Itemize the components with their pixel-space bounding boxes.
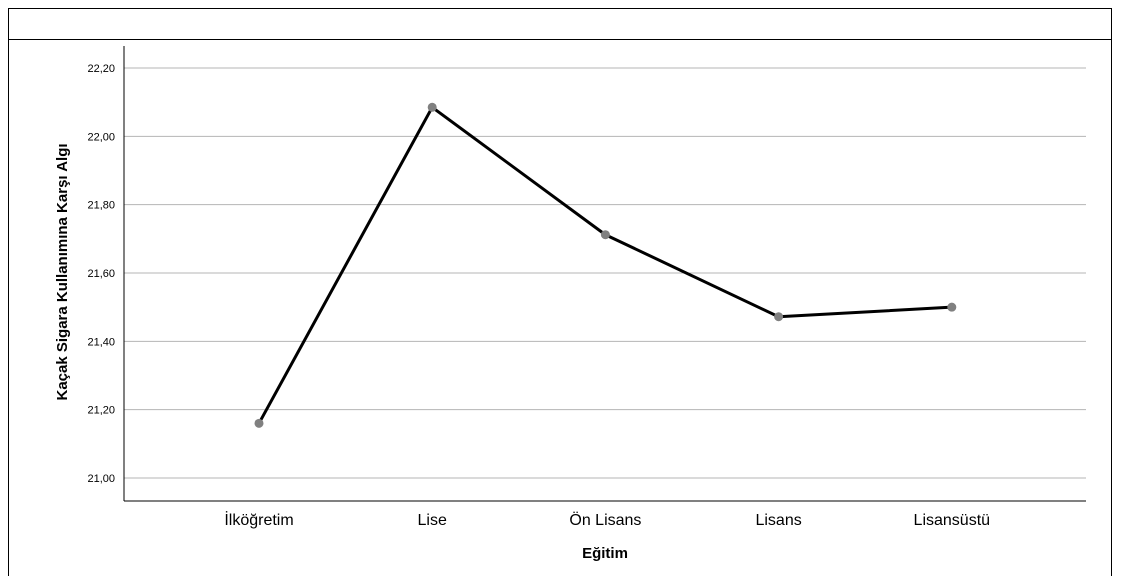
x-tick-labels: İlköğretim Lise Ön Lisans Lisans Lisansüstü bbox=[224, 510, 990, 529]
data-points bbox=[254, 102, 957, 428]
y-tick-labels: 21,00 21,20 21,40 21,60 21,80 22,00 22,20 bbox=[87, 63, 115, 485]
chart-frame bbox=[8, 8, 1112, 576]
y-tick-label: 21,40 bbox=[87, 336, 115, 348]
y-axis-title: Kaçak Sigara Kullanımına Karşı Algı bbox=[54, 143, 71, 400]
axes bbox=[123, 46, 1086, 502]
x-tick-label: Lise bbox=[418, 512, 447, 529]
y-tick-label: 21,80 bbox=[87, 200, 115, 212]
x-axis-title: Eğitim bbox=[582, 545, 628, 562]
data-point bbox=[600, 230, 610, 240]
series-line bbox=[257, 105, 952, 425]
x-tick-label: Lisansüstü bbox=[914, 512, 991, 529]
data-point bbox=[774, 312, 784, 322]
data-point bbox=[427, 102, 437, 112]
x-tick-label: Ön Lisans bbox=[569, 511, 641, 529]
title-bar bbox=[8, 8, 1112, 40]
data-point bbox=[947, 302, 957, 312]
x-tick-label: Lisans bbox=[755, 512, 801, 529]
y-tick-label: 21,00 bbox=[87, 473, 115, 485]
data-point bbox=[254, 418, 264, 428]
y-tick-label: 22,00 bbox=[87, 131, 115, 143]
gridlines bbox=[124, 67, 1086, 479]
y-tick-label: 21,20 bbox=[87, 405, 115, 417]
x-tick-label: İlköğretim bbox=[224, 510, 293, 529]
y-tick-label: 21,60 bbox=[87, 268, 115, 280]
y-tick-label: 22,20 bbox=[87, 63, 115, 75]
